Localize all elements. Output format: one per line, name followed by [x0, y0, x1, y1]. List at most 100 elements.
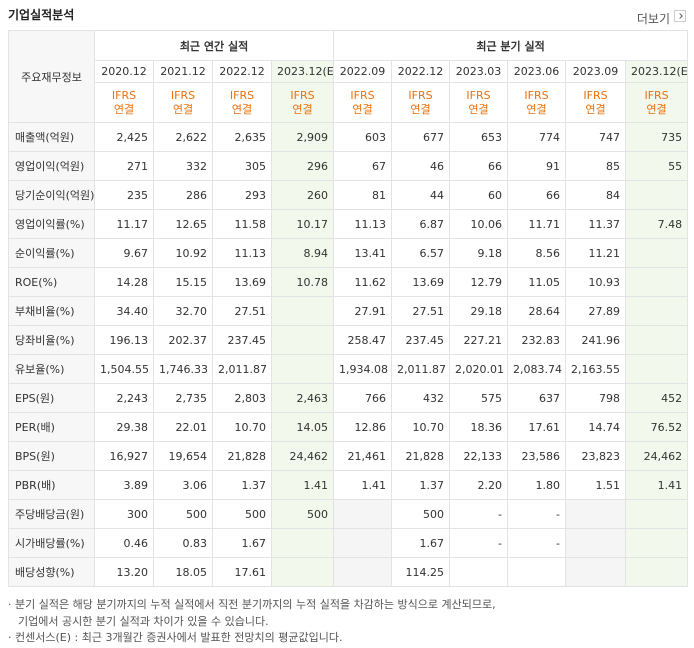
- value-cell: 766: [333, 383, 393, 413]
- standard-row: IFRS 연결 IFRS 연결 IFRS 연결 IFRS 연결 IFRS 연결 IFRS 연결 IFRS…: [9, 82, 689, 123]
- row-label: 부채비율(%): [8, 296, 95, 326]
- value-cell: 22,133: [449, 441, 509, 471]
- value-cell: 237.45: [391, 325, 451, 355]
- value-cell: 8.94: [270, 238, 335, 268]
- header-row: 주요재무정보 최근 연간 실적 최근 분기 실적: [8, 30, 689, 123]
- value-cell: [333, 557, 393, 587]
- value-cell: 84: [565, 180, 627, 210]
- value-cell: 18.05: [153, 557, 213, 587]
- value-cell: 11.37: [565, 209, 627, 239]
- period-header: 2023.03: [449, 60, 509, 83]
- value-cell: 9.18: [449, 238, 509, 268]
- standard-text: 연결: [410, 102, 431, 116]
- value-cell: 11.71: [507, 209, 567, 239]
- value-cell: 10.17: [270, 209, 335, 239]
- value-cell: 677: [391, 122, 451, 152]
- standard-text: IFRS: [229, 88, 255, 102]
- period-header: 2023.06: [507, 60, 567, 83]
- value-cell: 13.20: [94, 557, 154, 587]
- value-cell: 67: [333, 151, 393, 181]
- note-line: 기업에서 공시한 분기 실적과 차이가 있을 수 있습니다.: [18, 614, 269, 628]
- period-header: 2022.12: [391, 60, 451, 83]
- value-cell: [270, 354, 335, 384]
- value-cell: [565, 528, 627, 558]
- value-cell: 10.93: [565, 267, 627, 297]
- value-cell: 500: [212, 499, 272, 529]
- value-cell: [625, 238, 689, 268]
- value-cell: 0.46: [94, 528, 154, 558]
- row-label: 당기순이익(억원): [8, 180, 95, 210]
- standard-text: 연결: [231, 102, 253, 116]
- data-row: 영업이익률(%) 11.17 12.65 11.58 10.17 11.13 6.87 10.…: [8, 209, 689, 239]
- value-cell: [625, 528, 689, 558]
- value-cell: 11.13: [333, 209, 393, 239]
- group-header: 최근 분기 실적: [333, 30, 689, 61]
- value-cell: 500: [270, 499, 335, 529]
- value-cell: 11.62: [333, 267, 393, 297]
- value-cell: 22.01: [153, 412, 213, 442]
- value-cell: 1,934.08: [333, 354, 393, 384]
- value-cell: [449, 557, 509, 587]
- row-label: PER(배): [8, 412, 95, 442]
- standard-text: IFRS: [466, 88, 491, 102]
- value-cell: 13.69: [391, 267, 451, 297]
- data-row: 부채비율(%) 34.40 32.70 27.51 27.91 27.51 29.18 28.…: [8, 296, 689, 326]
- value-cell: 0.83: [153, 528, 213, 558]
- value-cell: 13.41: [333, 238, 393, 268]
- value-cell: 2,020.01: [449, 354, 509, 384]
- value-cell: -: [449, 528, 509, 558]
- value-cell: 1.41: [333, 470, 393, 500]
- value-cell: [625, 325, 689, 355]
- value-cell: 2,425: [94, 122, 154, 152]
- value-cell: 18.36: [449, 412, 509, 442]
- standard-text: 연결: [292, 102, 313, 116]
- value-cell: -: [507, 499, 567, 529]
- standard-header: IFRS 연결: [212, 82, 272, 123]
- value-cell: 27.51: [212, 296, 272, 326]
- standard-header: IFRS 연결: [565, 82, 627, 123]
- value-cell: 500: [391, 499, 451, 529]
- value-cell: 1,504.55: [94, 354, 154, 384]
- row-label: 매출액(억원): [8, 122, 95, 152]
- value-cell: [565, 557, 627, 587]
- standard-header: IFRS 연결: [507, 82, 567, 123]
- value-cell: 91: [507, 151, 567, 181]
- period-header: 2020.12: [94, 60, 154, 83]
- value-cell: 2.20: [449, 470, 509, 500]
- more-icon[interactable]: [674, 10, 686, 22]
- value-cell: 603: [333, 122, 393, 152]
- standard-header: IFRS 연결: [94, 82, 154, 123]
- value-cell: [625, 267, 689, 297]
- value-cell: 235: [94, 180, 154, 210]
- value-cell: 196.13: [94, 325, 154, 355]
- standard-text: IFRS: [408, 88, 433, 102]
- value-cell: 241.96: [565, 325, 627, 355]
- value-cell: 29.18: [449, 296, 509, 326]
- value-cell: [565, 499, 627, 529]
- value-cell: 17.61: [212, 557, 272, 587]
- value-cell: 27.89: [565, 296, 627, 326]
- value-cell: 774: [507, 122, 567, 152]
- value-cell: 1.41: [270, 470, 335, 500]
- value-cell: 11.05: [507, 267, 567, 297]
- value-cell: 2,635: [212, 122, 272, 152]
- period-header: 2023.09: [565, 60, 627, 83]
- value-cell: 10.78: [270, 267, 335, 297]
- corner-header: 주요재무정보: [8, 30, 95, 123]
- value-cell: [270, 325, 335, 355]
- data-row: 주당배당금(원) 300 500 500 500 500- -: [8, 499, 689, 529]
- value-cell: 11.58: [212, 209, 272, 239]
- value-cell: [270, 296, 335, 326]
- standard-header: IFRS 연결: [153, 82, 213, 123]
- standard-text: 연결: [585, 102, 606, 116]
- value-cell: 2,735: [153, 383, 213, 413]
- value-cell: 3.89: [94, 470, 154, 500]
- value-cell: 6.57: [391, 238, 451, 268]
- row-label: EPS(원): [8, 383, 95, 413]
- data-row: EPS(원) 2,243 2,735 2,803 2,463 766 432 575 637 79…: [8, 383, 689, 413]
- value-cell: 55: [625, 151, 689, 181]
- more-link[interactable]: 더보기: [636, 12, 670, 26]
- data-row: 시가배당률(%) 0.46 0.83 1.67 1.67- -: [8, 528, 689, 558]
- value-cell: 452: [625, 383, 689, 413]
